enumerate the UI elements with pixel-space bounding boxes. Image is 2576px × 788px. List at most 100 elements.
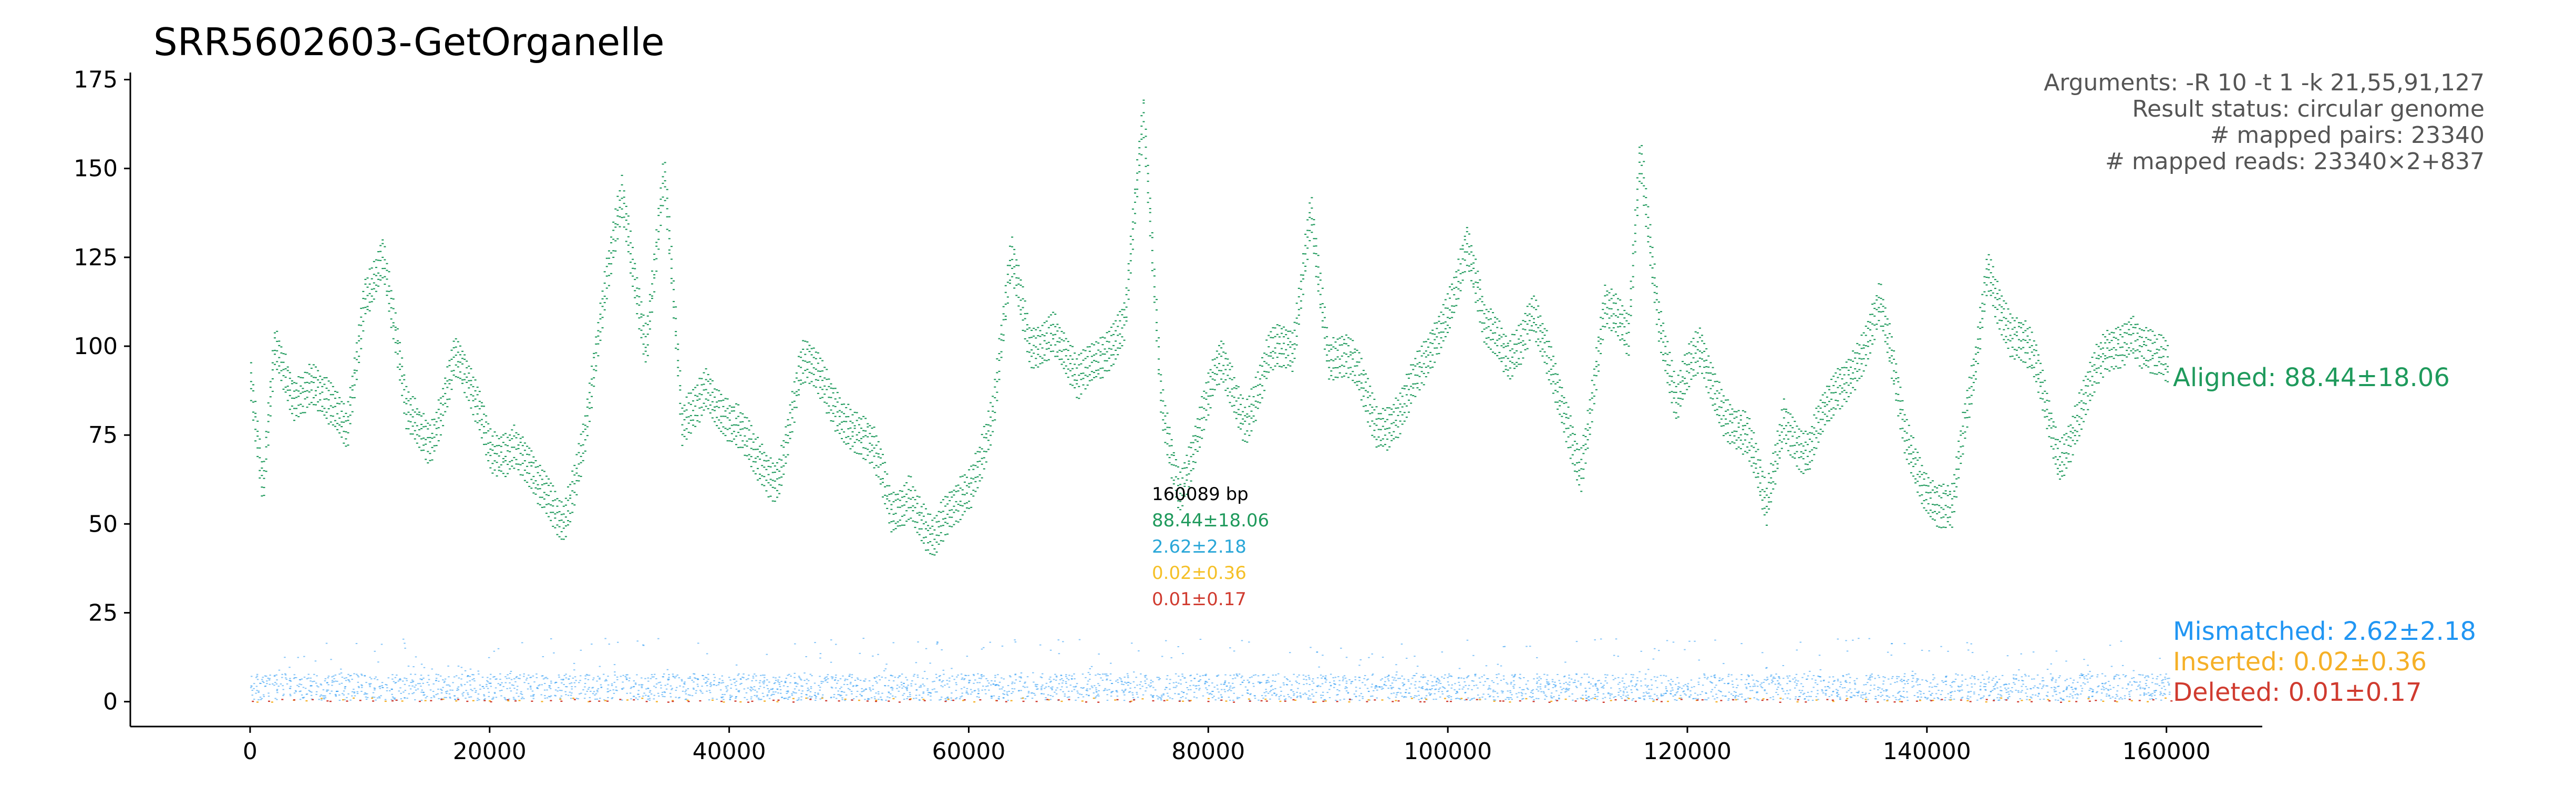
aligned-point <box>2153 335 2156 336</box>
aligned-point <box>414 422 416 423</box>
mismatched-point <box>256 676 259 677</box>
aligned-point <box>2015 335 2018 336</box>
aligned-point <box>1548 340 1550 343</box>
aligned-point <box>425 439 427 440</box>
aligned-point <box>1809 451 1811 452</box>
aligned-point <box>1944 514 1947 515</box>
aligned-point <box>621 217 623 219</box>
aligned-point <box>1050 314 1052 316</box>
aligned-point <box>1878 307 1880 308</box>
mismatched-point <box>327 676 330 677</box>
aligned-point <box>427 451 429 452</box>
aligned-point <box>1830 392 1833 393</box>
aligned-point <box>2085 413 2087 415</box>
aligned-point <box>1017 296 1020 298</box>
aligned-point <box>914 499 916 501</box>
aligned-point <box>1600 343 1602 345</box>
aligned-point <box>619 216 621 217</box>
aligned-point <box>1923 484 1925 486</box>
aligned-point <box>1511 362 1513 364</box>
aligned-point <box>1509 378 1511 380</box>
aligned-point <box>252 384 254 386</box>
mismatched-point <box>273 676 276 677</box>
aligned-point <box>739 429 742 430</box>
aligned-point <box>683 405 686 406</box>
aligned-point <box>785 462 787 464</box>
mismatched-point <box>494 678 497 680</box>
aligned-point <box>1528 313 1531 315</box>
aligned-point <box>1987 254 1990 255</box>
aligned-point <box>1655 299 1658 300</box>
aligned-point <box>1862 370 1865 372</box>
aligned-point <box>1162 412 1165 414</box>
aligned-point <box>638 317 641 319</box>
mismatched-point <box>465 690 467 691</box>
aligned-point <box>1444 328 1447 329</box>
aligned-point <box>1839 408 1841 410</box>
aligned-point <box>282 375 285 377</box>
aligned-point <box>1498 358 1501 359</box>
aligned-point <box>2020 327 2023 328</box>
aligned-point <box>1668 365 1671 366</box>
aligned-point <box>1912 451 1914 453</box>
aligned-point <box>700 414 703 416</box>
aligned-point <box>2001 306 2003 308</box>
aligned-point <box>1664 346 1667 347</box>
aligned-point <box>1384 428 1386 430</box>
aligned-point <box>1916 474 1919 475</box>
aligned-point <box>1358 352 1361 354</box>
aligned-point <box>582 423 584 425</box>
aligned-point <box>382 243 384 244</box>
aligned-point <box>853 451 856 453</box>
aligned-point <box>263 486 265 489</box>
aligned-point <box>778 477 781 479</box>
aligned-point <box>2087 409 2089 410</box>
aligned-point <box>1632 253 1634 254</box>
aligned-point <box>388 271 390 273</box>
aligned-point <box>1727 432 1729 433</box>
aligned-point <box>341 437 343 438</box>
mismatched-point <box>340 668 342 670</box>
mismatched-point <box>355 643 358 644</box>
aligned-point <box>507 437 509 438</box>
aligned-point <box>2031 351 2033 353</box>
aligned-point <box>1082 378 1085 379</box>
aligned-point <box>720 422 723 423</box>
aligned-point <box>1673 397 1675 399</box>
aligned-point <box>1244 415 1246 417</box>
aligned-point <box>1589 408 1591 410</box>
aligned-point <box>1412 395 1415 397</box>
aligned-point <box>1843 399 1846 400</box>
aligned-point <box>668 253 671 254</box>
aligned-point <box>1998 319 2001 321</box>
aligned-point <box>2063 464 2066 465</box>
aligned-point <box>2108 356 2111 358</box>
aligned-point <box>2117 339 2119 340</box>
aligned-point <box>1360 358 1363 359</box>
aligned-point <box>2124 364 2126 366</box>
aligned-point <box>2037 378 2039 379</box>
aligned-point <box>1324 337 1326 339</box>
aligned-point <box>2007 339 2010 340</box>
aligned-point <box>1770 492 1773 494</box>
aligned-point <box>1095 370 1098 371</box>
aligned-point <box>675 347 677 349</box>
aligned-point <box>521 474 524 476</box>
aligned-point <box>526 453 529 455</box>
aligned-point <box>750 448 753 449</box>
aligned-point <box>1058 337 1061 339</box>
aligned-point <box>1425 341 1427 343</box>
aligned-point <box>1776 443 1779 444</box>
aligned-point <box>1134 201 1136 203</box>
aligned-point <box>2158 349 2160 351</box>
aligned-point <box>1420 371 1423 372</box>
aligned-point <box>651 283 653 285</box>
aligned-point <box>1927 503 1930 505</box>
aligned-point <box>1047 348 1050 349</box>
aligned-point <box>1586 429 1589 431</box>
aligned-point <box>612 256 615 258</box>
aligned-point <box>1847 369 1850 371</box>
mismatched-point <box>437 693 439 694</box>
aligned-point <box>1304 245 1307 246</box>
aligned-point <box>1336 349 1339 351</box>
